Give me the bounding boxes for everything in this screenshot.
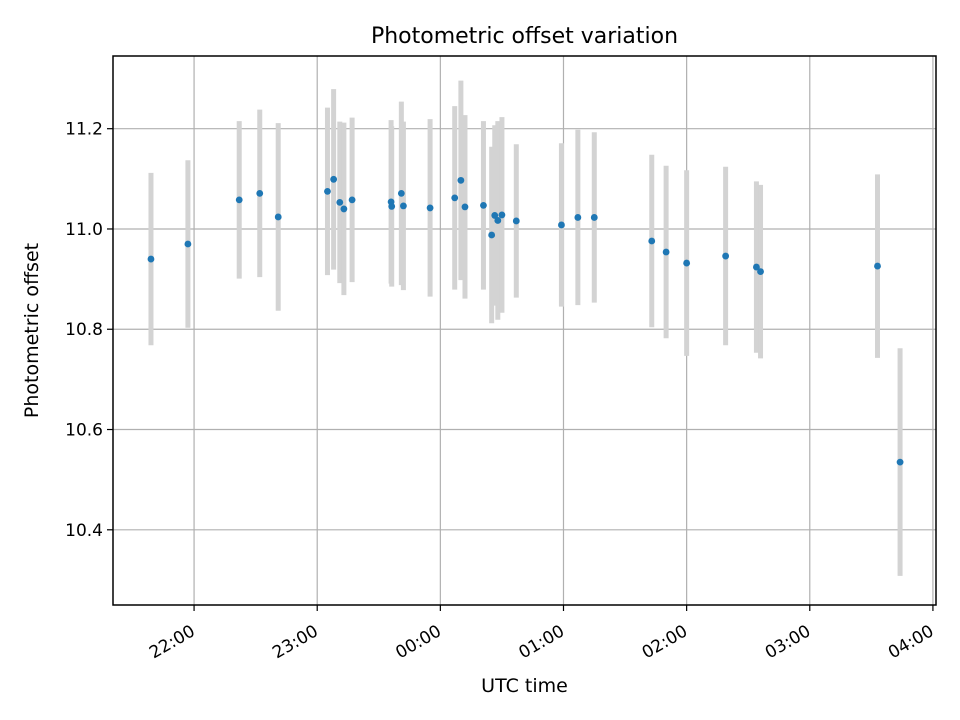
data-point xyxy=(330,175,338,183)
data-point xyxy=(558,221,565,229)
data-point xyxy=(340,205,348,213)
data-point xyxy=(256,189,264,197)
data-point xyxy=(336,199,344,206)
data-point xyxy=(896,458,904,466)
data-point xyxy=(683,259,691,267)
data-point xyxy=(590,214,598,221)
data-point xyxy=(426,204,434,212)
y-axis-label: Photometric offset xyxy=(21,243,43,418)
data-point xyxy=(488,231,496,239)
data-point xyxy=(348,196,356,204)
chart-title: Photometric offset variation xyxy=(371,24,678,49)
data-point xyxy=(494,217,502,224)
y-axis-ticks: 10.4 10.6 10.8 11.0 11.2 xyxy=(65,120,113,541)
data-point xyxy=(388,203,396,210)
data-point xyxy=(491,212,499,219)
y-tick-label: 10.6 xyxy=(65,421,103,441)
data-point xyxy=(324,187,331,195)
data-point xyxy=(874,262,881,270)
data-point xyxy=(512,217,520,225)
data-point xyxy=(397,189,405,197)
data-point xyxy=(451,194,459,202)
data-point xyxy=(753,263,760,271)
data-point xyxy=(400,202,407,210)
data-point xyxy=(480,202,487,209)
data-point xyxy=(498,211,506,219)
axes-frame xyxy=(112,55,937,606)
data-point xyxy=(662,248,670,256)
data-point xyxy=(147,255,155,263)
data-points xyxy=(147,175,904,466)
y-tick-label: 10.8 xyxy=(65,320,103,340)
y-tick-label: 10.4 xyxy=(65,521,103,541)
x-axis-label: UTC time xyxy=(481,675,568,697)
data-point xyxy=(648,237,656,245)
data-point xyxy=(722,252,730,260)
data-point xyxy=(184,240,192,248)
data-point xyxy=(461,203,469,211)
data-point xyxy=(235,196,243,204)
data-point xyxy=(757,268,764,275)
y-tick-label: 11.2 xyxy=(65,120,103,140)
data-point xyxy=(274,213,282,221)
y-tick-label: 11.0 xyxy=(65,220,103,240)
data-point xyxy=(457,176,465,184)
data-point xyxy=(574,214,582,221)
